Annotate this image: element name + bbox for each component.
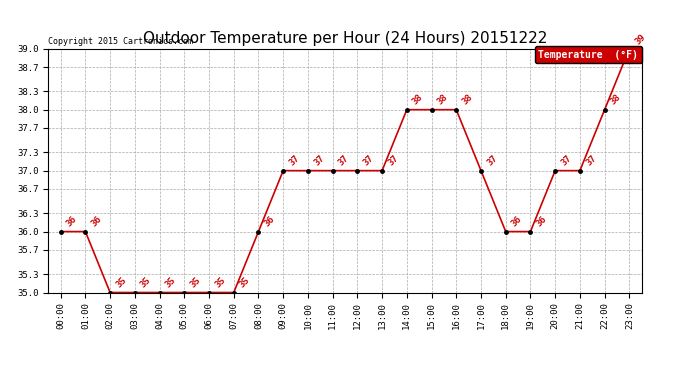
- Text: 38: 38: [435, 93, 450, 107]
- Text: 36: 36: [65, 215, 79, 229]
- Text: 36: 36: [510, 215, 524, 229]
- Text: 37: 37: [386, 154, 400, 168]
- Text: 37: 37: [584, 154, 598, 168]
- Text: 38: 38: [460, 93, 475, 107]
- Text: 37: 37: [362, 154, 375, 168]
- Legend: Temperature  (°F): Temperature (°F): [535, 46, 642, 63]
- Text: 37: 37: [312, 154, 326, 168]
- Text: 35: 35: [238, 276, 252, 290]
- Text: 37: 37: [287, 154, 302, 168]
- Text: 36: 36: [263, 215, 277, 229]
- Text: 37: 37: [560, 154, 573, 168]
- Text: 37: 37: [337, 154, 351, 168]
- Text: 38: 38: [411, 93, 425, 107]
- Text: 35: 35: [164, 276, 178, 290]
- Text: 36: 36: [90, 215, 104, 229]
- Text: 38: 38: [609, 93, 623, 107]
- Text: 35: 35: [188, 276, 202, 290]
- Text: Copyright 2015 Cartronics.com: Copyright 2015 Cartronics.com: [48, 38, 193, 46]
- Text: 35: 35: [115, 276, 128, 290]
- Text: 37: 37: [485, 154, 499, 168]
- Text: 35: 35: [213, 276, 227, 290]
- Text: 35: 35: [139, 276, 153, 290]
- Text: 36: 36: [535, 215, 549, 229]
- Text: 39: 39: [633, 32, 647, 46]
- Title: Outdoor Temperature per Hour (24 Hours) 20151222: Outdoor Temperature per Hour (24 Hours) …: [143, 31, 547, 46]
